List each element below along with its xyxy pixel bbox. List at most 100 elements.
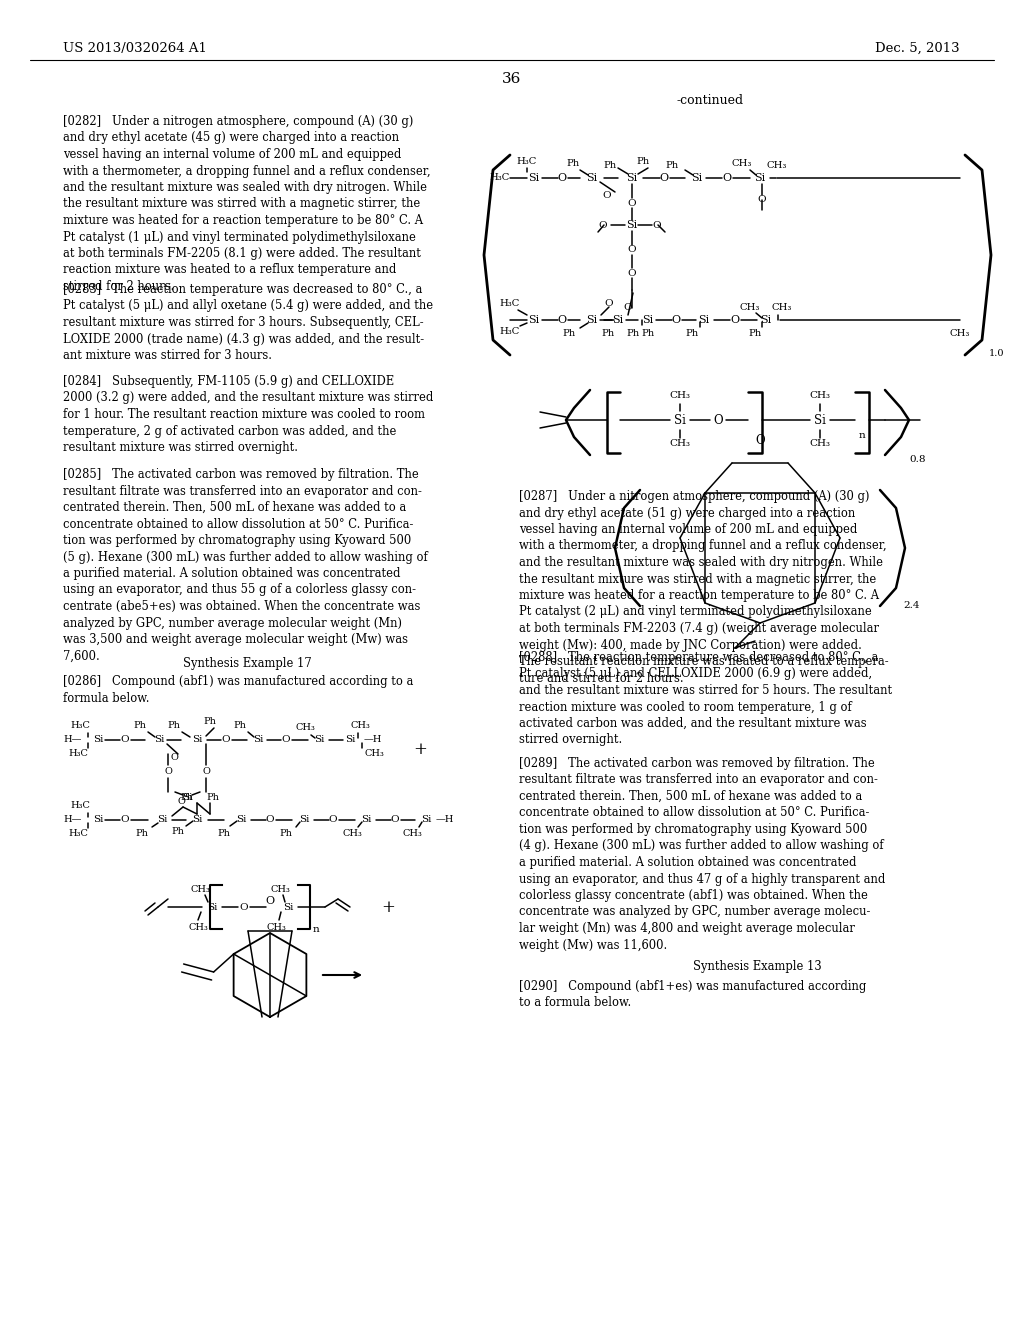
Text: Ph: Ph — [601, 329, 614, 338]
Text: Dec. 5, 2013: Dec. 5, 2013 — [876, 42, 961, 55]
Text: +: + — [413, 742, 427, 759]
Text: O: O — [598, 220, 607, 230]
Text: [0288]   The reaction temperature was decreased to 80° C., a
Pt catalyst (5 μL) : [0288] The reaction temperature was decr… — [519, 651, 892, 747]
Text: Ph: Ph — [627, 329, 640, 338]
Text: Si: Si — [154, 735, 164, 744]
Text: Si: Si — [236, 816, 246, 825]
Text: [0282]   Under a nitrogen atmosphere, compound (A) (30 g)
and dry ethyl acetate : [0282] Under a nitrogen atmosphere, comp… — [63, 115, 431, 293]
Text: O: O — [240, 903, 248, 912]
Text: —H: —H — [436, 816, 455, 825]
Text: [0289]   The activated carbon was removed by filtration. The
resultant filtrate : [0289] The activated carbon was removed … — [519, 756, 886, 952]
Text: Ph: Ph — [180, 793, 194, 803]
Text: Si: Si — [345, 735, 355, 744]
Text: O: O — [121, 816, 129, 825]
Text: Ph: Ph — [749, 329, 762, 338]
Text: n: n — [312, 924, 319, 933]
Text: O: O — [628, 246, 636, 255]
Text: CH₃: CH₃ — [670, 440, 690, 449]
Text: O: O — [755, 433, 765, 446]
Text: Si: Si — [587, 315, 598, 325]
Text: O: O — [170, 752, 178, 762]
Text: O: O — [652, 220, 662, 230]
Text: O: O — [659, 173, 669, 183]
Text: O: O — [329, 816, 337, 825]
Text: H—: H— — [63, 816, 81, 825]
Text: O: O — [202, 767, 210, 776]
Text: Si: Si — [612, 315, 624, 325]
Text: Ph: Ph — [233, 722, 247, 730]
Text: Ph: Ph — [133, 722, 146, 730]
Text: [0290]   Compound (abf1+es) was manufactured according
to a formula below.: [0290] Compound (abf1+es) was manufactur… — [519, 979, 866, 1010]
Text: CH₃: CH₃ — [739, 302, 760, 312]
Text: CH₃: CH₃ — [270, 884, 290, 894]
Text: Si: Si — [627, 220, 638, 230]
Text: O: O — [624, 302, 632, 312]
Text: Si: Si — [674, 413, 686, 426]
Text: Synthesis Example 17: Synthesis Example 17 — [182, 657, 311, 671]
Text: CH₃: CH₃ — [295, 723, 315, 733]
Text: Si: Si — [814, 413, 826, 426]
Text: H₃C: H₃C — [70, 722, 90, 730]
Text: -continued: -continued — [677, 94, 743, 107]
Text: Si: Si — [761, 315, 772, 325]
Text: —H: —H — [364, 735, 382, 744]
Text: CH₃: CH₃ — [402, 829, 422, 837]
Text: H₃C: H₃C — [517, 157, 538, 165]
Text: Ph: Ph — [217, 829, 230, 837]
Text: Ph: Ph — [204, 718, 216, 726]
Text: O: O — [730, 315, 739, 325]
Text: Si: Si — [182, 792, 193, 801]
Text: CH₃: CH₃ — [772, 304, 793, 313]
Text: Si: Si — [698, 315, 710, 325]
Text: 36: 36 — [503, 73, 521, 86]
Text: H—: H— — [63, 735, 81, 744]
Text: +: + — [381, 899, 395, 916]
Text: H₃C: H₃C — [489, 173, 510, 182]
Text: Si: Si — [207, 903, 217, 912]
Text: Ph: Ph — [172, 828, 184, 837]
Text: CH₃: CH₃ — [266, 923, 286, 932]
Text: O: O — [265, 816, 274, 825]
Text: Si: Si — [93, 735, 103, 744]
Text: O: O — [177, 797, 185, 807]
Text: CH₃: CH₃ — [190, 884, 210, 894]
Text: H₃C: H₃C — [70, 801, 90, 810]
Text: O: O — [265, 896, 274, 906]
Text: Si: Si — [360, 816, 371, 825]
Text: Ph: Ph — [641, 329, 654, 338]
Text: CH₃: CH₃ — [365, 750, 384, 759]
Text: CH₃: CH₃ — [767, 161, 787, 169]
Text: H₃C: H₃C — [68, 829, 88, 838]
Text: US 2013/0320264 A1: US 2013/0320264 A1 — [63, 42, 207, 55]
Text: CH₃: CH₃ — [350, 722, 370, 730]
Text: Ph: Ph — [168, 722, 180, 730]
Text: 2.4: 2.4 — [904, 602, 921, 610]
Text: 0.8: 0.8 — [909, 454, 927, 463]
Text: H₃C: H₃C — [68, 750, 88, 759]
Text: CH₃: CH₃ — [810, 391, 830, 400]
Text: H₃C: H₃C — [500, 327, 520, 337]
Text: Si: Si — [528, 315, 540, 325]
Text: Si: Si — [421, 816, 431, 825]
Text: O: O — [164, 767, 172, 776]
Text: Ph: Ph — [603, 161, 616, 169]
Text: Ph: Ph — [207, 793, 219, 803]
Text: CH₃: CH₃ — [732, 160, 753, 169]
Text: Ph: Ph — [636, 157, 649, 166]
Text: O: O — [672, 315, 681, 325]
Text: Si: Si — [93, 816, 103, 825]
Text: [0283]   The reaction temperature was decreased to 80° C., a
Pt catalyst (5 μL) : [0283] The reaction temperature was decr… — [63, 282, 433, 362]
Text: O: O — [605, 298, 613, 308]
Text: 1.0: 1.0 — [989, 348, 1005, 358]
Text: Ph: Ph — [135, 829, 148, 837]
Text: Si: Si — [642, 315, 653, 325]
Text: Synthesis Example 13: Synthesis Example 13 — [692, 960, 821, 973]
Text: [0286]   Compound (abf1) was manufactured according to a
formula below.: [0286] Compound (abf1) was manufactured … — [63, 675, 414, 705]
Text: Ph: Ph — [666, 161, 679, 169]
Text: Si: Si — [587, 173, 598, 183]
Text: O: O — [121, 735, 129, 744]
Text: H₃C: H₃C — [500, 298, 520, 308]
Text: [0284]   Subsequently, FM-1105 (5.9 g) and CELLOXIDE
2000 (3.2 g) were added, an: [0284] Subsequently, FM-1105 (5.9 g) and… — [63, 375, 433, 454]
Text: Si: Si — [755, 173, 766, 183]
Text: O: O — [282, 735, 291, 744]
